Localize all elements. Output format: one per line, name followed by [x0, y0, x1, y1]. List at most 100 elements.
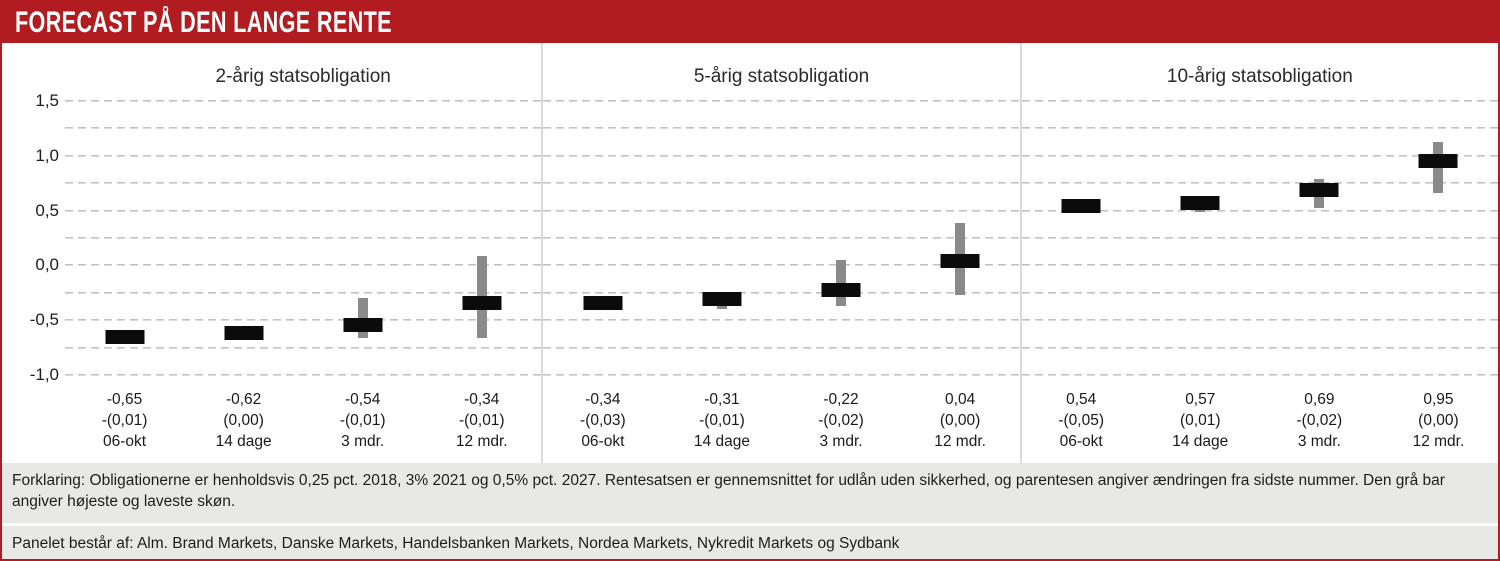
value-bar [702, 292, 742, 307]
value-label: 0,04 [945, 391, 976, 408]
value-label: -0,31 [704, 391, 740, 408]
period-label: 12 mdr. [934, 433, 986, 450]
change-label: (0,00) [1418, 412, 1459, 429]
value-label: 0,57 [1185, 391, 1216, 408]
gridline [65, 182, 542, 185]
footer-explanation: Forklaring: Obligationerne er henholdsvi… [2, 463, 1498, 523]
gridline [543, 237, 1020, 239]
chart-header: FORECAST PÅ DEN LANGE RENTE [2, 2, 1498, 43]
gridline [65, 374, 542, 376]
gridline [1021, 127, 1498, 130]
panel-title: 10-årig statsobligation [1166, 66, 1353, 87]
gridline [1021, 100, 1498, 102]
point-labels: -0,22 -(0,02) 3 mdr. [781, 389, 900, 463]
y-tick-label: 0,5 [35, 200, 59, 220]
gridline [1021, 182, 1498, 185]
point-labels: -0,54 -(0,01) 3 mdr. [303, 389, 422, 463]
gridline [543, 127, 1020, 130]
change-label: (0,00) [223, 412, 264, 429]
change-label: -(0,02) [1296, 412, 1343, 429]
y-tick-label: 0,0 [35, 255, 59, 275]
gridline [1021, 346, 1498, 349]
point-labels-row: -0,34 -(0,03) 06-okt -0,31 -(0,01) 14 dage -0,… [543, 375, 1019, 463]
change-label: (0,00) [939, 412, 981, 429]
chart-title: FORECAST PÅ DEN LANGE RENTE [15, 5, 392, 39]
period-label: 3 mdr. [341, 433, 385, 450]
gridline [543, 209, 1020, 212]
gridline [543, 100, 1020, 102]
y-axis: 1,5 1,0 0,5 0,0 -0,5 -1,0 [2, 43, 65, 463]
value-label: -0,34 [464, 391, 500, 408]
gridline [543, 264, 1020, 267]
gridline [65, 237, 542, 239]
y-axis-labels: 1,5 1,0 0,5 0,0 -0,5 -1,0 [2, 91, 65, 384]
value-label: -0,54 [345, 391, 381, 408]
y-tick-label: -1,0 [29, 365, 59, 384]
gridline [65, 127, 542, 130]
point-labels: 0,69 -(0,02) 3 mdr. [1260, 389, 1379, 463]
period-label: 14 dage [215, 433, 272, 450]
period-label: 12 mdr. [1412, 433, 1465, 450]
change-label: -(0,05) [1058, 412, 1105, 429]
change-label: (0,01) [1180, 412, 1221, 429]
point-labels: 0,95 (0,00) 12 mdr. [1379, 389, 1498, 463]
period-label: 3 mdr. [819, 433, 863, 450]
value-bar [224, 326, 264, 341]
point-labels-row: 0,54 -(0,05) 06-okt 0,57 (0,01) 14 dage 0,69 -(… [1022, 375, 1498, 463]
panel-3: 10-årig statsobligation 0,54 -(0,05) 06-okt… [1019, 43, 1498, 463]
period-label: 3 mdr. [1297, 433, 1341, 450]
gridline [1021, 264, 1498, 267]
panel-2: 5-årig statsobligation -0,34 -(0,03) 06-okt… [541, 43, 1020, 463]
value-bar [462, 295, 502, 310]
value-bar [1061, 199, 1101, 214]
gridline [65, 209, 542, 212]
panel-plot [65, 100, 542, 376]
point-labels: -0,34 -(0,03) 06-okt [543, 389, 662, 463]
period-label: 12 mdr. [455, 433, 508, 450]
gridline [1021, 374, 1498, 376]
gridline [1021, 209, 1498, 212]
y-tick-label: 1,5 [35, 91, 59, 110]
value-label: -0,34 [585, 391, 621, 408]
point-labels: -0,62 (0,00) 14 dage [184, 389, 303, 463]
gridline [543, 346, 1020, 349]
period-label: 06-okt [1059, 433, 1103, 450]
change-label: -(0,01) [458, 412, 505, 429]
value-bar [821, 282, 861, 297]
value-bar [105, 329, 145, 344]
change-label: -(0,01) [339, 412, 386, 429]
gridline [543, 374, 1020, 376]
gridline [65, 100, 542, 102]
point-labels-row: -0,65 -(0,01) 06-okt -0,62 (0,00) 14 dage -0,5… [65, 375, 541, 463]
value-label: 0,69 [1304, 391, 1335, 408]
point-labels: -0,65 -(0,01) 06-okt [65, 389, 184, 463]
y-tick-label: 1,0 [35, 145, 59, 165]
gridline [1021, 319, 1498, 322]
change-label: -(0,01) [101, 412, 148, 429]
footer-panel-members: Panelet består af: Alm. Brand Markets, D… [2, 526, 1498, 559]
change-label: -(0,02) [818, 412, 864, 429]
value-label: -0,65 [106, 391, 143, 408]
panel-title: 2-årig statsobligation [215, 66, 391, 87]
value-label: -0,22 [823, 391, 859, 408]
point-labels: 0,57 (0,01) 14 dage [1141, 389, 1260, 463]
gridline [543, 319, 1020, 322]
gridline [1021, 237, 1498, 239]
gridline [543, 154, 1020, 157]
y-tick-label: -0,5 [29, 310, 59, 330]
period-label: 06-okt [102, 433, 147, 450]
gridline [1021, 291, 1498, 294]
panel-title: 5-årig statsobligation [693, 66, 870, 87]
change-label: -(0,03) [580, 412, 626, 429]
gridline [1021, 154, 1498, 157]
point-labels: 0,04 (0,00) 12 mdr. [901, 389, 1020, 463]
value-bar [343, 317, 383, 332]
gridline [65, 154, 542, 157]
gridline [65, 264, 542, 267]
gridline [65, 346, 542, 349]
panel-plot [1021, 100, 1498, 376]
point-labels: -0,31 -(0,01) 14 dage [662, 389, 781, 463]
gridline [65, 319, 542, 322]
change-label: -(0,01) [699, 412, 745, 429]
